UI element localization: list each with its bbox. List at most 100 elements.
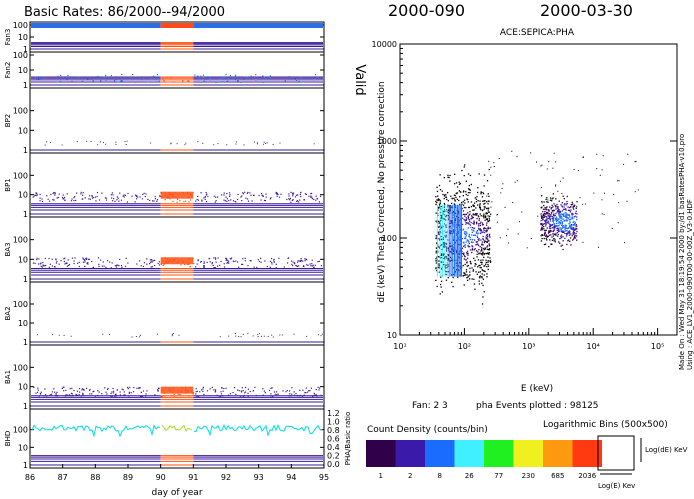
rate-point xyxy=(286,389,288,392)
rate-point xyxy=(214,391,216,393)
pha-event xyxy=(582,203,584,205)
density-label: 77 xyxy=(494,472,503,480)
rate-point xyxy=(91,393,93,395)
pha-event xyxy=(576,235,578,237)
pha-event xyxy=(497,213,499,215)
pha-event xyxy=(476,217,478,220)
pha-event xyxy=(471,245,474,248)
pha-event xyxy=(545,198,547,201)
pha-event xyxy=(462,204,465,206)
rate-point xyxy=(184,263,186,266)
rate-point xyxy=(311,192,313,195)
rate-point xyxy=(251,200,253,202)
rate-point xyxy=(237,193,239,196)
pha-event xyxy=(483,240,486,242)
rate-point xyxy=(105,78,107,80)
rate-point xyxy=(298,265,300,267)
pha-event xyxy=(475,241,477,243)
y-tick-label: 100 xyxy=(13,363,28,372)
rate-point xyxy=(317,386,319,388)
rate-point xyxy=(213,144,215,146)
rate-point xyxy=(319,195,322,197)
pha-event xyxy=(481,243,483,245)
pha-event xyxy=(475,201,478,203)
rate-point xyxy=(63,260,65,263)
rate-point xyxy=(58,334,60,336)
pha-event xyxy=(541,237,543,240)
pha-event xyxy=(487,209,489,211)
rate-point xyxy=(262,143,264,145)
rate-point xyxy=(320,394,322,396)
pha-event xyxy=(541,222,543,225)
rate-point xyxy=(123,194,125,196)
rate-point xyxy=(46,195,48,197)
rate-point xyxy=(124,394,126,396)
pha-event xyxy=(561,244,563,246)
pha-event xyxy=(541,227,543,229)
pha-event xyxy=(548,234,551,236)
rate-point xyxy=(96,195,98,198)
rate-point xyxy=(197,260,199,262)
rate-point xyxy=(316,395,318,397)
rate-point xyxy=(139,334,141,336)
rate-point xyxy=(190,199,192,201)
rate-point xyxy=(142,390,145,392)
rate-point xyxy=(200,75,202,77)
rate-point xyxy=(88,195,91,197)
y-tick-label: 100 xyxy=(13,236,28,245)
pha-event xyxy=(564,227,567,229)
rate-point xyxy=(203,393,205,396)
pha-event xyxy=(518,221,520,223)
pha-event xyxy=(582,241,584,243)
rate-point xyxy=(237,80,239,82)
pha-event xyxy=(470,201,473,203)
rate-point xyxy=(271,395,274,397)
pha-event xyxy=(464,202,466,204)
rate-point xyxy=(157,262,159,265)
rate-point xyxy=(193,262,195,265)
pha-event xyxy=(440,286,442,288)
pha-event xyxy=(558,221,560,224)
rate-point xyxy=(47,198,49,200)
pha-event xyxy=(466,232,468,234)
rate-point xyxy=(242,192,244,194)
pha-event xyxy=(469,267,471,269)
rate-point xyxy=(35,194,37,197)
pha-event xyxy=(486,241,488,243)
pha-event xyxy=(481,277,483,279)
rate-point xyxy=(243,394,245,397)
pha-event xyxy=(488,219,491,221)
rate-point xyxy=(105,391,107,393)
rate-point xyxy=(176,143,178,145)
density-swatch xyxy=(366,440,396,467)
x-tick-label: 93 xyxy=(254,473,264,482)
pha-event xyxy=(458,190,460,192)
rate-point xyxy=(132,391,135,393)
pha-event xyxy=(555,198,557,200)
pha-event xyxy=(469,274,471,276)
rate-point xyxy=(218,395,220,397)
pha-event xyxy=(440,257,442,259)
pha-event xyxy=(487,238,489,240)
rate-point xyxy=(54,192,56,194)
pha-event xyxy=(482,209,484,211)
rate-point xyxy=(177,198,179,200)
rate-point xyxy=(111,197,113,199)
rate-point xyxy=(111,396,114,398)
pha-event xyxy=(468,235,470,237)
rate-point xyxy=(222,395,224,397)
rate-point xyxy=(65,262,67,264)
pha-event xyxy=(485,234,488,236)
rate-point xyxy=(89,393,91,395)
pha-event xyxy=(438,246,440,248)
pha-event xyxy=(457,276,459,278)
y-tick-label: 10 xyxy=(18,33,28,42)
bins-text: Logarithmic Bins (500x500) xyxy=(543,420,668,430)
pha-event xyxy=(467,173,470,175)
rate-point xyxy=(226,200,228,202)
rate-point xyxy=(230,258,232,260)
rate-point xyxy=(160,396,162,398)
rate-point xyxy=(71,198,73,200)
